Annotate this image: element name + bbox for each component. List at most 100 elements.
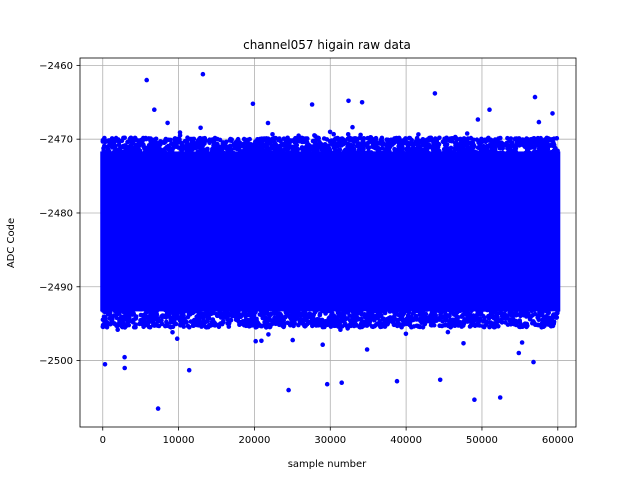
data-point (108, 141, 113, 146)
data-point (491, 147, 496, 152)
data-point (465, 319, 470, 324)
data-point (513, 151, 518, 156)
data-point (179, 148, 184, 154)
data-point (474, 150, 480, 155)
data-point (295, 137, 300, 142)
data-point (331, 131, 337, 137)
data-point (125, 310, 130, 316)
y-tick-label: −2500 (39, 356, 73, 367)
data-point (196, 323, 201, 328)
data-point (255, 137, 260, 142)
data-point (488, 137, 494, 143)
data-point (282, 307, 288, 312)
data-point (477, 323, 483, 328)
data-point (377, 311, 382, 316)
data-point (398, 143, 404, 148)
data-point (431, 317, 436, 322)
data-point (161, 140, 167, 146)
y-axis-label: ADC Code (6, 218, 17, 268)
data-point (118, 149, 123, 155)
data-point (288, 316, 294, 322)
data-point (150, 313, 155, 319)
data-point (450, 321, 455, 327)
data-point (341, 137, 346, 142)
data-point (140, 320, 146, 325)
axes (79, 57, 577, 428)
data-point (494, 150, 500, 156)
x-tick-label: 10000 (163, 435, 195, 446)
data-point (461, 151, 466, 157)
data-point (216, 322, 221, 328)
data-point (327, 129, 333, 135)
data-point (119, 314, 124, 320)
data-point (455, 309, 460, 315)
data-point (131, 148, 136, 154)
data-point (524, 310, 529, 315)
data-point (429, 323, 435, 328)
data-point (488, 307, 493, 313)
data-point (262, 322, 268, 328)
data-point (519, 340, 525, 345)
data-point (533, 322, 538, 328)
data-point (304, 149, 310, 154)
data-point (220, 319, 226, 325)
x-tick-label: 0 (100, 435, 106, 446)
data-point (399, 151, 405, 157)
data-point (469, 308, 474, 314)
data-point (284, 313, 289, 319)
data-point (170, 330, 175, 335)
data-point (445, 329, 451, 335)
data-point (481, 313, 486, 319)
data-point (129, 306, 134, 312)
data-point (207, 140, 212, 146)
outlier-point (346, 98, 351, 104)
data-point (336, 150, 342, 156)
data-point (491, 324, 497, 330)
data-point (422, 312, 427, 318)
outlier-point (155, 406, 161, 411)
data-point (109, 317, 115, 323)
data-point (312, 140, 318, 146)
data-point (527, 314, 532, 320)
data-point (184, 319, 189, 325)
data-point (217, 310, 223, 315)
data-point (341, 150, 347, 155)
data-point (428, 313, 433, 318)
data-point (246, 323, 252, 329)
data-point (259, 338, 264, 344)
data-point (509, 140, 515, 145)
outlier-point (250, 101, 256, 107)
data-point (538, 139, 544, 145)
data-point (328, 324, 334, 329)
data-point (456, 323, 461, 328)
data-point (165, 120, 170, 126)
data-point (492, 310, 498, 315)
data-point (491, 315, 497, 321)
data-point (319, 323, 325, 328)
data-point (237, 313, 242, 318)
data-point (468, 322, 474, 328)
data-point (233, 317, 239, 323)
data-point (382, 318, 388, 323)
data-point (347, 318, 353, 323)
data-point (389, 137, 395, 143)
data-point (156, 307, 161, 312)
data-point (126, 322, 132, 328)
data-point (335, 308, 341, 314)
data-point (163, 307, 168, 313)
data-point (237, 149, 243, 155)
outlier-point (550, 111, 555, 116)
data-point (440, 306, 446, 312)
data-point (353, 150, 359, 155)
data-point (282, 141, 287, 146)
data-point (433, 144, 438, 149)
data-point (279, 322, 285, 327)
data-point (341, 306, 347, 312)
data-point (159, 321, 165, 327)
data-point (266, 148, 272, 153)
data-point (371, 317, 377, 323)
data-point (461, 341, 466, 346)
data-point (121, 317, 126, 323)
data-point (270, 132, 275, 137)
data-point (350, 144, 355, 149)
